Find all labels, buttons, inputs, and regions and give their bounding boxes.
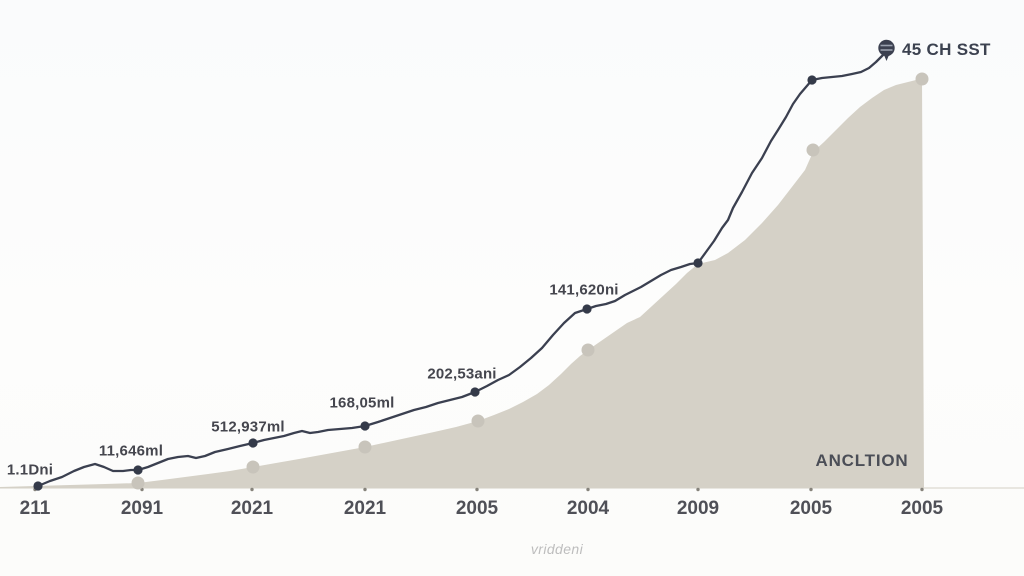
- chart-caption: vriddeni: [530, 541, 584, 557]
- area-point-marker: [246, 460, 260, 474]
- line-point-marker: [693, 258, 703, 268]
- x-axis-label: 2021: [230, 498, 274, 519]
- line-point-marker: [582, 304, 592, 314]
- trend-line: [36, 50, 888, 488]
- line-point-marker: [33, 481, 43, 491]
- x-axis-label: 2004: [566, 498, 610, 519]
- x-axis-tick: [475, 487, 479, 492]
- area-region-label: ANCLTION: [815, 451, 909, 470]
- x-axis-tick: [920, 487, 924, 492]
- line-end-legend: 45 CH SST: [876, 38, 991, 62]
- area-point-marker: [358, 440, 372, 454]
- data-point-label: 1.1Dni: [6, 461, 54, 479]
- area-point-marker: [131, 476, 145, 490]
- x-axis-label: 2091: [120, 498, 164, 519]
- x-axis-tick: [363, 487, 367, 492]
- x-axis-tick: [696, 487, 700, 492]
- area-fill: [0, 79, 924, 488]
- x-axis-label: 2005: [455, 498, 499, 519]
- x-axis-label: 2005: [900, 498, 944, 519]
- x-axis-label: 2005: [789, 498, 833, 519]
- line-point-marker: [807, 75, 817, 85]
- line-point-marker: [133, 465, 143, 475]
- x-axis-tick: [250, 487, 254, 492]
- data-point-label: 202,53ani: [427, 365, 497, 383]
- area-point-marker: [471, 414, 485, 428]
- x-axis-tick: [586, 487, 590, 492]
- area-point-marker: [806, 143, 820, 157]
- x-axis-label: 2009: [676, 498, 720, 519]
- data-point-label: 512,937ml: [211, 418, 285, 436]
- line-point-marker: [470, 387, 480, 397]
- area-point-marker: [915, 72, 929, 86]
- x-axis-tick: [809, 487, 813, 492]
- area-point-marker: [581, 343, 595, 357]
- x-axis-label: 211: [19, 498, 51, 519]
- data-point-label: 141,620ni: [549, 281, 619, 299]
- legend-label: 45 CH SST: [902, 40, 991, 59]
- line-point-marker: [360, 421, 370, 431]
- striped-badge-pin-icon: [876, 38, 897, 62]
- data-point-label: 168,05ml: [329, 394, 395, 412]
- line-point-marker: [248, 438, 258, 448]
- x-axis-label: 2021: [343, 498, 387, 519]
- data-point-label: 11,646ml: [98, 442, 164, 460]
